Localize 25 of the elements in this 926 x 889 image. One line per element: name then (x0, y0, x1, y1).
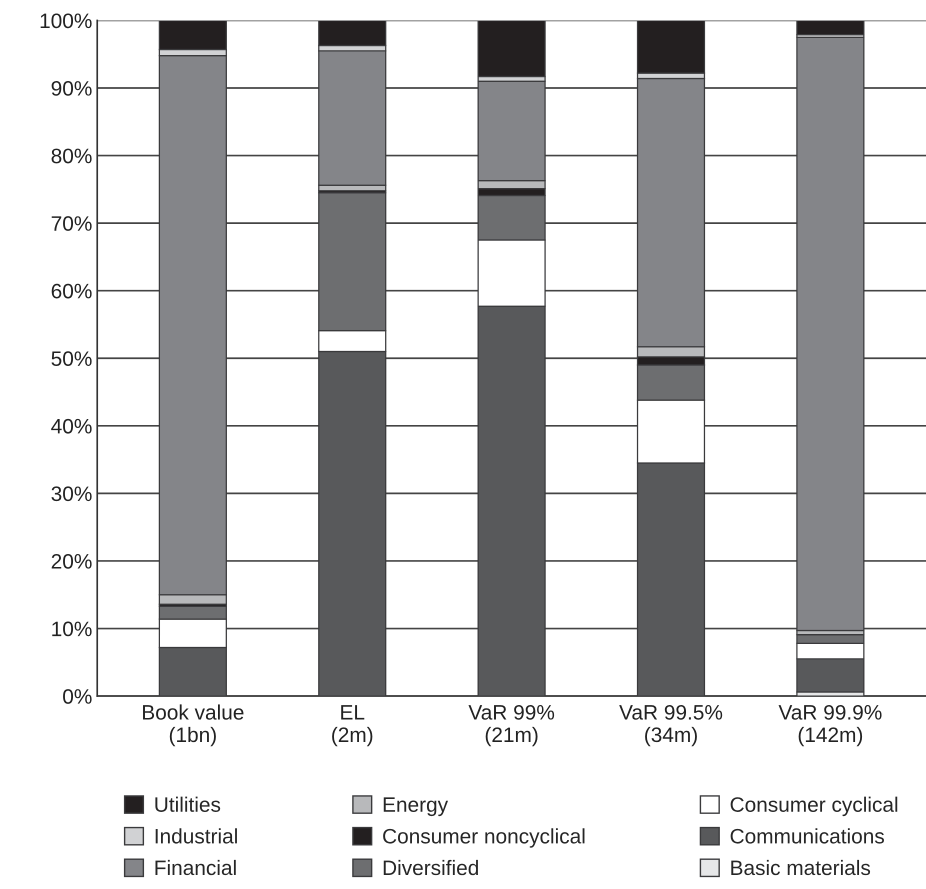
y-tick-label: 60% (52, 284, 92, 298)
legend-label: Industrial (156, 828, 237, 844)
legend-label: Financial (155, 860, 236, 876)
y-tick-label: 100% (40, 13, 92, 28)
y-tick-label: 40% (51, 418, 92, 434)
y-tick-label: 50% (52, 351, 92, 366)
y-tick-label: 0% (63, 689, 92, 704)
x-tick-label: VaR 99.5% (34m) (619, 704, 722, 746)
legend-label: Diversified (384, 860, 478, 876)
y-tick-label: 80% (52, 148, 92, 164)
x-tick-label: VaR 99.9% (142m) (778, 704, 882, 746)
legend-label: Energy (384, 797, 448, 816)
y-tick-label: 30% (51, 486, 92, 502)
y-tick-label: 90% (52, 81, 92, 96)
legend-label: Consumer cyclical (730, 796, 898, 816)
x-tick-label: Book value (1bn) (143, 704, 244, 746)
x-tick-label: VaR 99% (21m) (468, 704, 554, 746)
legend-label: Basic materials (731, 860, 870, 876)
y-tick-label: 70% (52, 216, 92, 231)
legend-label: Consumer noncyclical (383, 828, 584, 848)
y-tick-label: 10% (52, 622, 92, 636)
legend-label: Utilities (155, 796, 220, 812)
legend-label: Communications (730, 828, 884, 844)
y-tick-label: 20% (52, 554, 92, 569)
x-tick-label: EL (2m) (332, 705, 372, 746)
